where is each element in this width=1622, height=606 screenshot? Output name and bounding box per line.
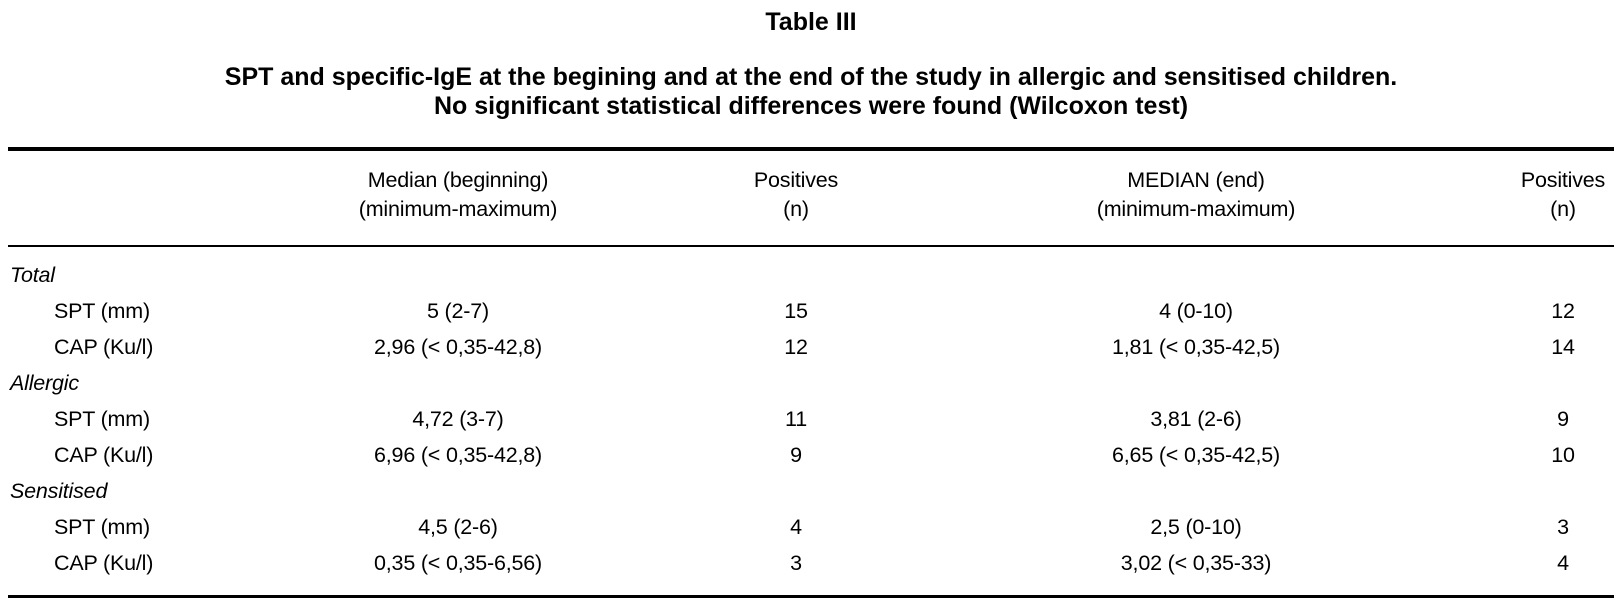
cell-positives-beginning: 15 — [784, 299, 808, 323]
header-row: Median (beginning) (minimum-maximum) Pos… — [8, 149, 1614, 246]
cell-median-beginning: 4,5 (2-6) — [418, 515, 498, 539]
column-header-parameter — [8, 149, 250, 246]
cell-median-end: 4 (0-10) — [1159, 299, 1233, 323]
cell-positives-end: 10 — [1551, 443, 1575, 467]
cell-positives-end: 14 — [1551, 335, 1575, 359]
cell-positives-beginning: 9 — [790, 443, 802, 467]
group-row-total: Total — [8, 246, 1614, 293]
cell-positives-beginning: 11 — [785, 407, 807, 431]
row-label: SPT (mm) — [54, 407, 150, 431]
row-label: SPT (mm) — [54, 299, 150, 323]
group-row-sensitised: Sensitised — [8, 473, 1614, 509]
column-header-line: (n) — [783, 197, 809, 221]
cell-median-end: 3,81 (2-6) — [1150, 407, 1242, 431]
group-row-allergic: Allergic — [8, 365, 1614, 401]
cell-positives-beginning: 12 — [784, 335, 808, 359]
row-label: CAP (Ku/l) — [54, 443, 154, 467]
table-row: SPT (mm) 4,72 (3-7) 11 3,81 (2-6) 9 — [8, 401, 1614, 437]
group-label: Total — [10, 263, 55, 287]
cell-positives-end: 12 — [1551, 299, 1575, 323]
row-label: CAP (Ku/l) — [54, 551, 154, 575]
column-header-line: Positives — [1520, 168, 1606, 192]
caption-line-1: SPT and specific-IgE at the begining and… — [224, 63, 1398, 91]
caption-line-2: No significant statistical differences w… — [433, 92, 1189, 120]
table-row: CAP (Ku/l) 2,96 (< 0,35-42,8) 12 1,81 (<… — [8, 329, 1614, 365]
table-body: Total SPT (mm) 5 (2-7) 15 4 (0-10) 12 CA… — [8, 246, 1614, 597]
data-table: Median (beginning) (minimum-maximum) Pos… — [8, 147, 1614, 598]
cell-median-beginning: 5 (2-7) — [427, 299, 489, 323]
cell-positives-end: 3 — [1557, 515, 1569, 539]
table-row: CAP (Ku/l) 6,96 (< 0,35-42,8) 9 6,65 (< … — [8, 437, 1614, 473]
table-row: CAP (Ku/l) 0,35 (< 0,35-6,56) 3 3,02 (< … — [8, 545, 1614, 597]
cell-positives-end: 4 — [1557, 551, 1569, 575]
column-header-positives-beginning: Positives (n) — [666, 149, 926, 246]
column-header-line: MEDIAN (end) — [1127, 168, 1265, 192]
column-header-line: (minimum-maximum) — [358, 197, 558, 221]
column-header-line: (minimum-maximum) — [1096, 197, 1296, 221]
cell-median-end: 6,65 (< 0,35-42,5) — [1112, 443, 1280, 467]
cell-median-beginning: 0,35 (< 0,35-6,56) — [374, 551, 542, 575]
column-header-median-end: MEDIAN (end) (minimum-maximum) — [926, 149, 1466, 246]
table-header: Median (beginning) (minimum-maximum) Pos… — [8, 149, 1614, 246]
cell-median-end: 2,5 (0-10) — [1150, 515, 1242, 539]
cell-median-beginning: 4,72 (3-7) — [412, 407, 504, 431]
table-row: SPT (mm) 5 (2-7) 15 4 (0-10) 12 — [8, 293, 1614, 329]
row-label: CAP (Ku/l) — [54, 335, 154, 359]
cell-median-end: 3,02 (< 0,35-33) — [1120, 551, 1272, 575]
row-label: SPT (mm) — [54, 515, 150, 539]
cell-positives-end: 9 — [1557, 407, 1569, 431]
column-header-median-beginning: Median (beginning) (minimum-maximum) — [250, 149, 666, 246]
table-caption: SPT and specific-IgE at the begining and… — [0, 63, 1622, 121]
column-header-line: (n) — [1550, 197, 1576, 221]
column-header-positives-end: Positives (n) — [1466, 149, 1614, 246]
group-label: Sensitised — [10, 479, 108, 503]
cell-median-end: 1,81 (< 0,35-42,5) — [1112, 335, 1280, 359]
cell-median-beginning: 2,96 (< 0,35-42,8) — [374, 335, 542, 359]
column-header-line: Median (beginning) — [367, 168, 549, 192]
table-row: SPT (mm) 4,5 (2-6) 4 2,5 (0-10) 3 — [8, 509, 1614, 545]
table-label: Table III — [765, 8, 857, 36]
column-header-line: Positives — [753, 168, 839, 192]
group-label: Allergic — [10, 371, 79, 395]
cell-median-beginning: 6,96 (< 0,35-42,8) — [374, 443, 542, 467]
cell-positives-beginning: 3 — [790, 551, 802, 575]
cell-positives-beginning: 4 — [790, 515, 802, 539]
